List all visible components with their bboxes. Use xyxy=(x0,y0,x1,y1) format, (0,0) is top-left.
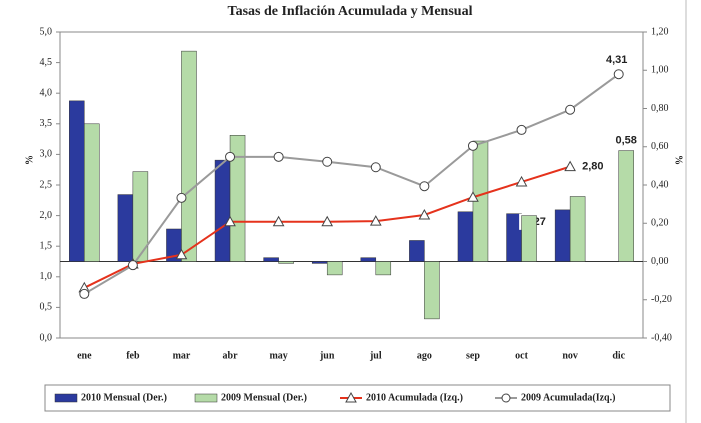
bar xyxy=(409,240,425,262)
chart-title: Tasas de Inflación Acumulada y Mensual xyxy=(228,4,473,19)
y2-tick-label: 1,20 xyxy=(651,26,669,37)
legend-swatch xyxy=(194,393,218,403)
line-series xyxy=(83,73,620,295)
marker xyxy=(225,151,236,162)
x-tick-label: feb xyxy=(126,350,140,361)
y-tick-label: 2,0 xyxy=(40,210,53,221)
y-tick-label: 5,0 xyxy=(40,26,53,37)
y-axis-title: % xyxy=(24,155,35,165)
marker xyxy=(224,215,236,227)
legend-marker xyxy=(501,393,511,403)
legend-label: 2009 Mensual (Der.) xyxy=(221,392,307,403)
marker xyxy=(467,191,479,202)
y-tick-label: 3,5 xyxy=(40,118,53,129)
bar xyxy=(117,194,134,262)
x-tick-label: abr xyxy=(223,350,239,361)
y-tick-label: 0,5 xyxy=(40,302,53,313)
bar xyxy=(263,257,279,262)
legend-label: 2010 Acumulada (Izq.) xyxy=(366,392,463,403)
bar xyxy=(326,261,343,276)
bar xyxy=(554,209,571,262)
y2-tick-label: 0,20 xyxy=(651,218,669,229)
y-tick-label: 1,5 xyxy=(40,240,53,251)
y-tick-label: 4,5 xyxy=(40,57,53,68)
bar xyxy=(569,196,586,262)
y2-tick-label: 0,80 xyxy=(651,103,669,114)
y2-tick-label: 0,60 xyxy=(651,141,669,152)
marker xyxy=(467,140,478,151)
bar xyxy=(375,261,392,276)
y-tick-label: 3,0 xyxy=(40,149,53,160)
marker xyxy=(79,288,90,299)
marker xyxy=(273,151,284,162)
marker xyxy=(419,181,430,192)
marker xyxy=(516,124,527,135)
bar xyxy=(278,261,294,264)
bar xyxy=(457,211,474,262)
y-tick-label: 2,5 xyxy=(40,179,53,190)
bar xyxy=(360,257,377,262)
marker xyxy=(564,160,576,172)
value-label: 0,58 xyxy=(615,134,636,146)
bar xyxy=(424,261,440,320)
y2-tick-label: 0,00 xyxy=(651,256,669,267)
x-tick-label: ene xyxy=(77,350,92,361)
legend-marker xyxy=(345,391,357,403)
y-tick-label: 1,0 xyxy=(40,271,53,282)
marker xyxy=(515,175,528,187)
bar xyxy=(181,50,197,262)
bar xyxy=(214,159,231,262)
marker xyxy=(175,248,188,260)
y2-tick-label: -0,40 xyxy=(651,332,672,343)
marker xyxy=(418,208,431,220)
bar xyxy=(311,261,328,264)
marker xyxy=(370,162,381,173)
marker xyxy=(127,260,138,271)
legend-label: 2009 Acumulada(Izq.) xyxy=(521,392,615,403)
legend-swatch xyxy=(54,393,78,403)
marker xyxy=(272,215,285,227)
x-tick-label: jul xyxy=(369,350,382,361)
x-tick-label: nov xyxy=(562,350,578,361)
y2-tick-label: 0,40 xyxy=(651,179,669,190)
bar xyxy=(521,215,537,262)
bar xyxy=(69,100,85,262)
x-tick-label: dic xyxy=(612,350,625,361)
bar xyxy=(229,135,246,262)
legend-label: 2010 Mensual (Der.) xyxy=(81,392,167,403)
x-tick-label: mar xyxy=(173,350,191,361)
marker xyxy=(321,215,334,227)
marker xyxy=(369,215,382,226)
y-tick-label: 4,0 xyxy=(40,87,53,98)
marker xyxy=(322,156,333,167)
x-tick-label: may xyxy=(269,350,287,361)
x-tick-label: sep xyxy=(466,350,480,361)
marker xyxy=(565,104,576,115)
bar xyxy=(132,171,149,262)
value-label: 4,31 xyxy=(606,54,627,66)
value-label: 2,80 xyxy=(582,161,603,173)
x-tick-label: oct xyxy=(515,350,528,361)
marker xyxy=(613,69,624,80)
bar xyxy=(618,150,634,262)
x-tick-label: ago xyxy=(417,350,432,361)
marker xyxy=(176,192,187,203)
x-tick-label: jun xyxy=(319,350,335,361)
y2-tick-label: 1,00 xyxy=(651,65,669,76)
bar xyxy=(84,123,100,262)
y2-tick-label: -0,20 xyxy=(651,294,672,305)
y-tick-label: 0,0 xyxy=(40,332,53,343)
y2-axis-title: % xyxy=(673,155,684,165)
